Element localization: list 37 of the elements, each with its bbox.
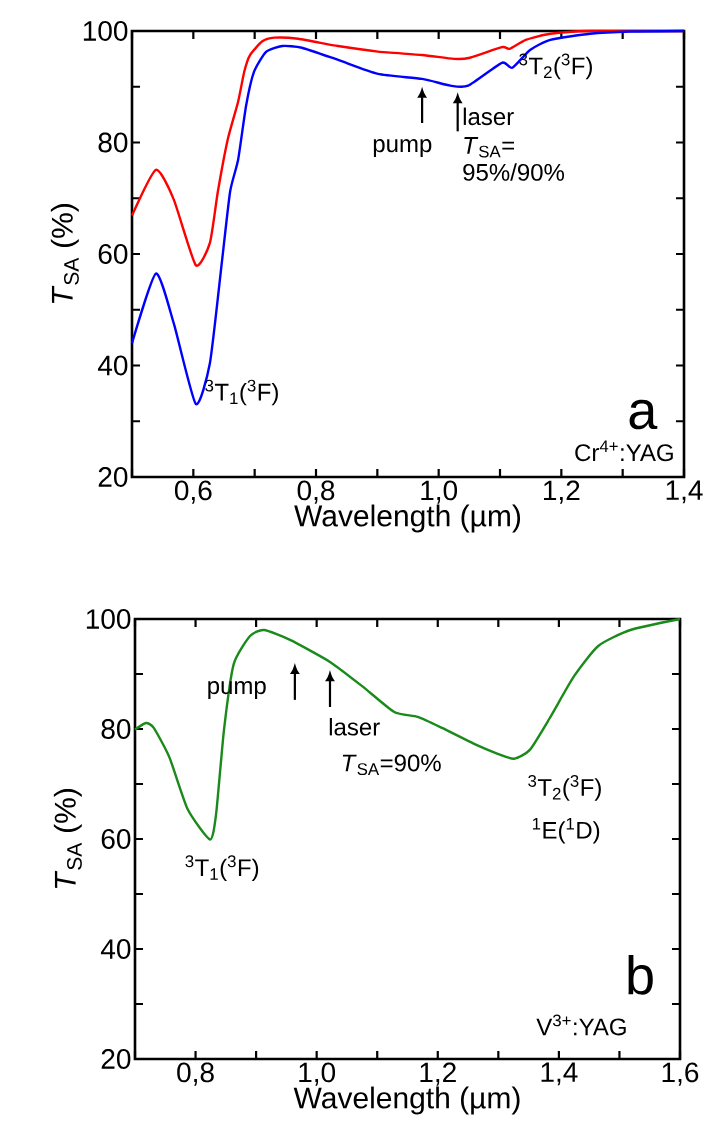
x-tick-label: 0,8 — [177, 1062, 214, 1086]
y-tick-label: 60 — [98, 244, 128, 264]
annotation: laser — [329, 717, 380, 736]
y-tick-label: 20 — [101, 1049, 131, 1069]
annotation: a — [629, 399, 658, 430]
x-tick-label: 1,4 — [666, 480, 703, 504]
y-tick-label: 80 — [101, 719, 131, 739]
annotation: $^{3}$T$_{1}$($^{3}$F) — [185, 855, 259, 882]
y-tick-label: 100 — [86, 609, 131, 629]
annotation: $^{1}$E($^{1}$D) — [532, 817, 600, 844]
x-tick-label: 0,6 — [174, 480, 212, 504]
x-tick-label: 0,8 — [297, 480, 335, 504]
y-tick-label: 40 — [97, 355, 128, 376]
x-tick-label: 1,2 — [544, 480, 580, 504]
annotation: pump — [373, 139, 432, 158]
annotation: T$_{SA}$=90% — [342, 754, 441, 776]
y-axis-title: T$_{SA}$ (%) — [53, 789, 82, 889]
annotation: $^{3}$T$_{1}$($^{3}$F) — [205, 379, 278, 406]
y-axis-title: T$_{SA}$ (%) — [50, 204, 79, 304]
annotation: b — [628, 955, 653, 995]
x-axis-title: Wavelength (µm) — [294, 504, 521, 533]
y-tick-label: 20 — [98, 467, 128, 487]
x-tick-label: 1,2 — [420, 1062, 456, 1086]
annotation: V$^{3+}$:YAG — [536, 1014, 626, 1036]
y-tick-label: 60 — [101, 829, 131, 849]
y-tick-label: 40 — [100, 939, 131, 959]
annotation: T$_{SA}$= 95%/90% — [463, 137, 565, 181]
annotation: laser — [463, 107, 514, 126]
x-tick-label: 1,0 — [421, 480, 458, 504]
x-tick-label: 1,0 — [299, 1062, 336, 1086]
y-tick-label: 80 — [98, 132, 128, 153]
x-tick-label: 1,4 — [541, 1062, 578, 1086]
x-axis-title: Wavelength (µm) — [293, 1086, 520, 1115]
annotation: Cr$^{4+}$:YAG — [575, 440, 673, 462]
x-tick-label: 1,6 — [662, 1062, 699, 1086]
annotation: $^{3}$T$_{2}$($^{3}$F) — [528, 774, 601, 801]
y-tick-label: 100 — [83, 21, 128, 41]
